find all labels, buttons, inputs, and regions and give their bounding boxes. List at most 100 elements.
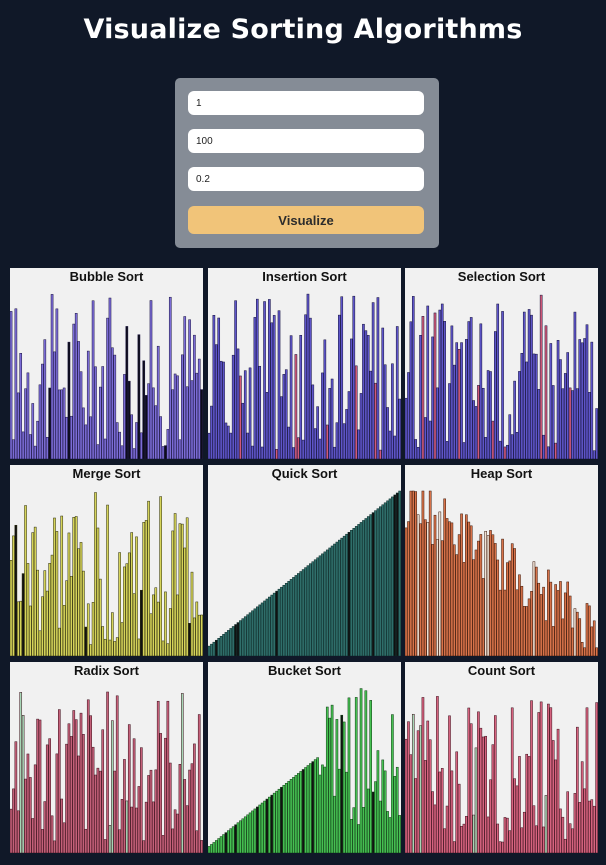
array-bar — [448, 521, 451, 656]
array-bar — [318, 774, 322, 853]
array-bar — [195, 601, 199, 656]
array-bar — [426, 305, 430, 459]
array-bar — [190, 571, 194, 656]
array-bar — [304, 567, 307, 656]
array-bar — [62, 387, 66, 459]
array-bar — [532, 805, 536, 853]
array-bar — [125, 800, 129, 853]
array-bar — [342, 535, 346, 656]
array-bar — [386, 500, 389, 656]
visualize-button[interactable]: Visualize — [188, 206, 424, 234]
array-bar — [508, 414, 512, 459]
array-bar — [535, 353, 538, 459]
array-bar — [111, 347, 114, 459]
min-value-input[interactable] — [188, 91, 424, 115]
array-bar — [494, 715, 497, 853]
sort-panel-selection-sort: Selection Sort — [405, 268, 598, 459]
array-bar — [323, 551, 327, 656]
array-bar — [554, 759, 557, 853]
array-bar — [103, 638, 107, 656]
array-bar — [256, 606, 259, 656]
array-bar — [527, 309, 531, 459]
array-bar — [127, 724, 131, 853]
array-bar — [585, 707, 589, 853]
array-bar — [364, 690, 368, 853]
array-bar — [137, 334, 141, 459]
array-bar — [89, 715, 92, 853]
sort-panel-quick-sort: Quick Sort — [208, 465, 401, 656]
array-bar — [342, 423, 346, 459]
array-bar — [222, 361, 225, 459]
array-bar — [383, 364, 387, 459]
array-bar — [168, 762, 172, 853]
array-bar — [561, 816, 565, 853]
array-bar — [113, 770, 117, 853]
array-bar — [520, 585, 524, 656]
array-bar — [398, 398, 401, 459]
array-bar — [498, 841, 502, 853]
array-bar — [84, 626, 88, 656]
array-bar — [481, 736, 485, 853]
array-bar — [481, 387, 485, 459]
array-bar — [227, 830, 230, 853]
array-bar — [14, 308, 18, 459]
array-bar — [188, 319, 191, 459]
array-bar — [171, 389, 174, 459]
array-bar — [479, 534, 483, 656]
array-bar — [43, 801, 47, 853]
array-bar — [443, 498, 446, 656]
array-bar — [409, 490, 413, 656]
array-bar — [21, 431, 25, 459]
array-bar — [19, 692, 23, 853]
array-bar — [477, 540, 480, 656]
array-bar — [118, 829, 121, 853]
array-bar — [197, 614, 201, 656]
array-bar — [386, 811, 389, 853]
array-bar — [82, 734, 85, 853]
array-bar — [289, 779, 293, 853]
array-bar — [214, 639, 218, 656]
bar-chart — [208, 688, 401, 853]
array-bar — [573, 793, 577, 853]
array-bar — [362, 323, 365, 459]
array-bar — [515, 785, 519, 853]
sort-panel-count-sort: Count Sort — [405, 662, 598, 853]
array-bar — [323, 339, 327, 459]
max-value-input[interactable] — [188, 129, 424, 153]
array-bar — [340, 537, 344, 656]
array-bar — [583, 647, 586, 656]
array-bar — [243, 370, 247, 459]
array-bar — [510, 543, 514, 656]
array-bar — [33, 526, 37, 656]
array-bar — [338, 539, 341, 656]
array-bar — [190, 763, 194, 853]
array-bar — [318, 438, 322, 459]
array-bar — [325, 549, 329, 656]
array-bar — [433, 514, 437, 656]
array-bar — [465, 339, 468, 459]
speed-input[interactable] — [188, 167, 424, 191]
array-bar — [559, 359, 562, 459]
array-bar — [457, 349, 461, 459]
array-bar — [304, 314, 307, 459]
array-bar — [455, 554, 459, 656]
array-bar — [330, 378, 334, 459]
array-bar — [164, 445, 167, 459]
array-bar — [393, 435, 397, 459]
array-bar — [219, 636, 223, 656]
array-bar — [212, 842, 216, 853]
array-bar — [411, 713, 415, 853]
array-bar — [156, 601, 160, 656]
array-bar — [21, 715, 25, 853]
array-bar — [246, 814, 249, 853]
array-bar — [294, 354, 298, 459]
array-bar — [479, 727, 483, 853]
array-bar — [590, 626, 594, 656]
array-bar — [472, 400, 475, 459]
array-bar — [26, 563, 30, 656]
array-bar — [573, 608, 577, 656]
array-bar — [77, 548, 80, 656]
array-bar — [265, 392, 269, 459]
array-bar — [335, 719, 339, 853]
array-bar — [53, 840, 56, 853]
